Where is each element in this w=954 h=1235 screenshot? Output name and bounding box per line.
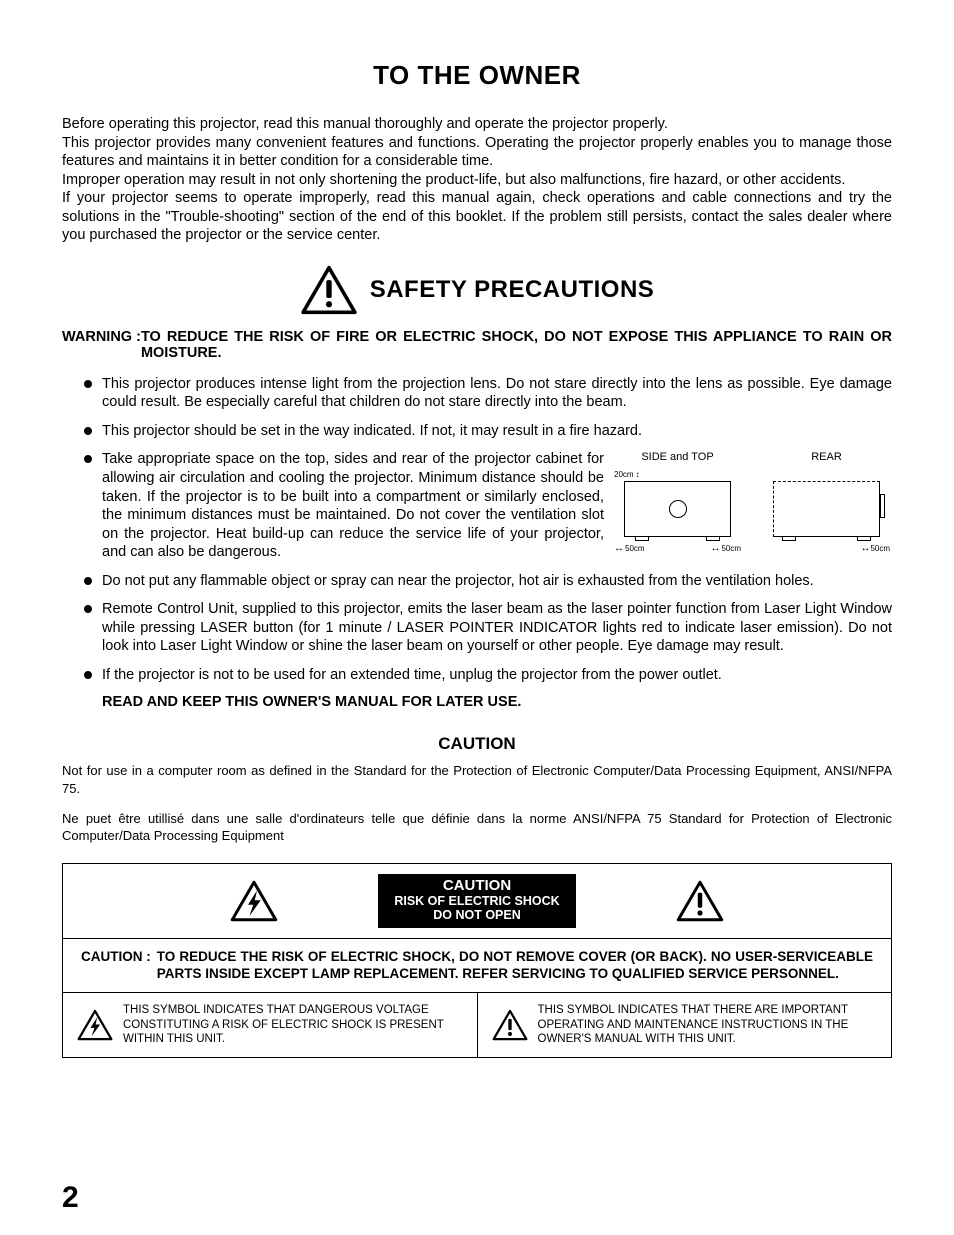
dim-top: 20cm↕ bbox=[614, 470, 743, 480]
warning-triangle-icon bbox=[300, 265, 358, 315]
dim-side-left: 50cm bbox=[614, 543, 645, 556]
intro-p4: If your projector seems to operate impro… bbox=[62, 189, 892, 245]
page-number: 2 bbox=[62, 1181, 79, 1215]
safety-bullets: This projector produces intense light fr… bbox=[62, 375, 892, 685]
intro-paragraphs: Before operating this projector, read th… bbox=[62, 115, 892, 245]
warning-text: TO REDUCE THE RISK OF FIRE OR ELECTRIC S… bbox=[141, 329, 892, 361]
page-title: TO THE OWNER bbox=[62, 60, 892, 91]
warning-triangle-icon bbox=[492, 1009, 528, 1041]
cb-mid-label: CAUTION : bbox=[81, 949, 157, 983]
warning-line: WARNING : TO REDUCE THE RISK OF FIRE OR … bbox=[62, 329, 892, 361]
projector-side-view bbox=[624, 481, 731, 537]
caution-body-en: Not for use in a computer room as define… bbox=[62, 762, 892, 797]
fig-label-rear: REAR bbox=[761, 450, 892, 464]
bullet-item: This projector produces intense light fr… bbox=[102, 375, 892, 412]
cb-mid-text: TO REDUCE THE RISK OF ELECTRIC SHOCK, DO… bbox=[157, 949, 873, 983]
projector-rear-view bbox=[773, 481, 880, 537]
safety-title: SAFETY PRECAUTIONS bbox=[370, 276, 655, 304]
cb-l3: DO NOT OPEN bbox=[394, 908, 559, 922]
bullet-item: Do not put any flammable object or spray… bbox=[102, 572, 892, 591]
intro-p1: Before operating this projector, read th… bbox=[62, 115, 892, 134]
bullet-item: This projector should be set in the way … bbox=[102, 422, 892, 441]
cb-l1: CAUTION bbox=[394, 877, 559, 894]
cb-desc-shock: THIS SYMBOL INDICATES THAT DANGEROUS VOL… bbox=[123, 1003, 463, 1046]
warning-label: WARNING : bbox=[62, 329, 141, 361]
cb-desc-warn: THIS SYMBOL INDICATES THAT THERE ARE IMP… bbox=[538, 1003, 878, 1046]
cb-l2: RISK OF ELECTRIC SHOCK bbox=[394, 894, 559, 908]
bullet-item: If the projector is not to be used for a… bbox=[102, 666, 892, 685]
bullet-item: Remote Control Unit, supplied to this pr… bbox=[102, 600, 892, 656]
bullet-item: Take appropriate space on the top, sides… bbox=[102, 450, 892, 561]
caution-black-label: CAUTION RISK OF ELECTRIC SHOCK DO NOT OP… bbox=[378, 874, 575, 928]
clearance-figure: SIDE and TOP 20cm↕ 50cm 50cm REAR bbox=[612, 450, 892, 555]
intro-p2: This projector provides many convenient … bbox=[62, 134, 892, 171]
shock-triangle-icon bbox=[230, 880, 278, 922]
safety-heading: SAFETY PRECAUTIONS bbox=[62, 265, 892, 315]
dim-rear: 50cm bbox=[860, 543, 890, 556]
fig-label-side: SIDE and TOP bbox=[612, 450, 743, 464]
caution-box: CAUTION RISK OF ELECTRIC SHOCK DO NOT OP… bbox=[62, 863, 892, 1058]
caution-subheading: CAUTION bbox=[62, 734, 892, 754]
caution-body-fr: Ne puet être utillisé dans une salle d'o… bbox=[62, 810, 892, 845]
dim-side-right: 50cm bbox=[710, 543, 741, 556]
shock-triangle-icon bbox=[77, 1009, 113, 1041]
bullet-text: Take appropriate space on the top, sides… bbox=[102, 450, 604, 561]
warning-triangle-icon bbox=[676, 880, 724, 922]
keep-manual-line: READ AND KEEP THIS OWNER'S MANUAL FOR LA… bbox=[102, 694, 892, 710]
intro-p3: Improper operation may result in not onl… bbox=[62, 171, 892, 190]
